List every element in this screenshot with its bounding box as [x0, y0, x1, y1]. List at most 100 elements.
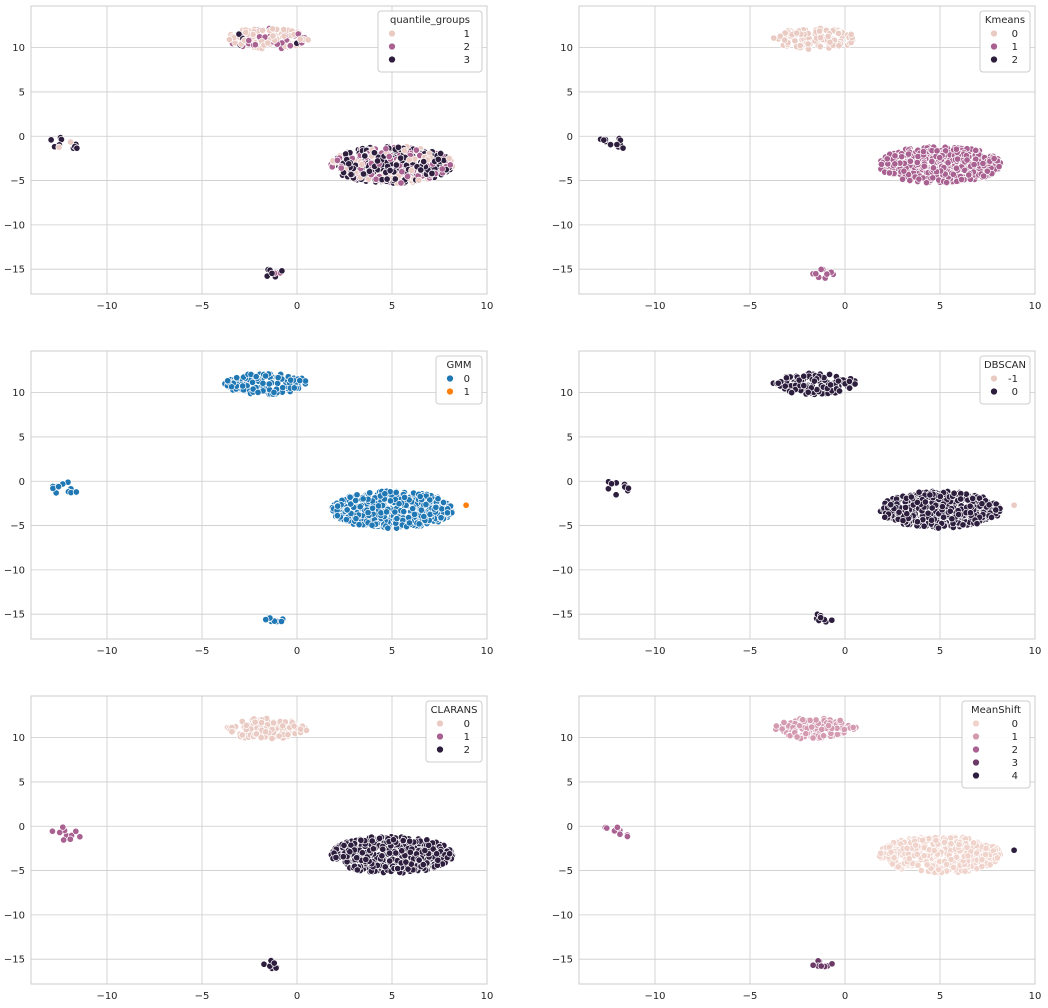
- scatter-point: [810, 377, 818, 385]
- scatter-point: [395, 500, 403, 508]
- scatter-point: [445, 154, 453, 162]
- scatter-point: [816, 27, 824, 35]
- scatter-point: [333, 156, 341, 164]
- scatter-point: [416, 492, 424, 501]
- scatter-point: [923, 861, 931, 869]
- scatter-point: [990, 155, 998, 163]
- scatter-point: [804, 388, 812, 396]
- scatter-point: [978, 856, 986, 864]
- scatter-point: [394, 865, 402, 873]
- scatter-point: [254, 388, 262, 396]
- scatter-point: [262, 616, 270, 624]
- scatter-point: [225, 36, 233, 44]
- x-tick-label: 10: [481, 301, 494, 312]
- scatter-point: [802, 730, 810, 738]
- scatter-point: [417, 506, 425, 514]
- legend-label: 1: [1012, 42, 1018, 53]
- scatter-point: [406, 848, 414, 856]
- scatter-point: [924, 509, 932, 517]
- scatter-point: [249, 385, 257, 393]
- scatter-point: [415, 856, 423, 864]
- legend-label: 1: [1012, 732, 1018, 743]
- scatter-point: [808, 723, 816, 731]
- scatter-point: [392, 161, 400, 169]
- scatter-point: [913, 850, 921, 858]
- scatter-point: [345, 160, 353, 168]
- scatter-point: [835, 29, 843, 37]
- scatter-point: [826, 38, 834, 46]
- scatter-point: [304, 36, 312, 44]
- axes-frame: [578, 695, 1036, 985]
- scatter-point: [227, 383, 236, 391]
- legend-marker: [972, 719, 980, 728]
- scatter-point: [928, 516, 936, 524]
- scatter-point: [961, 867, 969, 875]
- legend-label: 1: [464, 732, 470, 743]
- scatter-point: [903, 510, 911, 518]
- scatter-point: [425, 841, 433, 849]
- scatter-point: [391, 508, 399, 516]
- scatter-point: [378, 852, 386, 860]
- scatter-point: [383, 508, 391, 516]
- scatter-point: [417, 166, 425, 174]
- legend-label: 4: [1012, 771, 1018, 782]
- scatter-point: [978, 500, 986, 508]
- scatter-point: [359, 170, 368, 178]
- y-tick-label: −5: [558, 866, 573, 877]
- scatter-point: [366, 489, 374, 497]
- scatter-point: [920, 522, 928, 530]
- scatter-point: [334, 502, 342, 510]
- scatter-point: [419, 861, 427, 869]
- scatter-point: [965, 171, 973, 179]
- scatter-point: [983, 167, 991, 175]
- scatter-point: [936, 492, 944, 501]
- legend-label: 0: [1012, 719, 1018, 730]
- scatter-point: [969, 494, 977, 503]
- scatter-point: [895, 508, 903, 516]
- scatter-point: [973, 849, 981, 857]
- legend: DBSCAN -1 0: [979, 355, 1031, 405]
- x-tick-label: 10: [481, 646, 494, 657]
- scatter-point: [929, 164, 938, 172]
- x-tick-label: 0: [842, 991, 848, 1002]
- y-tick-label: 0: [19, 822, 25, 833]
- y-tick-label: 10: [12, 388, 25, 399]
- scatter-point: [339, 853, 347, 861]
- scatter-point: [434, 155, 442, 163]
- legend: quantile_groups 1 2 3: [377, 10, 483, 73]
- scatter-point: [369, 504, 377, 512]
- scatter-point: [774, 379, 782, 387]
- scatter-point: [398, 847, 406, 855]
- scatter-point: [940, 838, 949, 846]
- scatter-point: [613, 141, 621, 149]
- axes-frame: [578, 5, 1036, 295]
- scatter-point: [386, 166, 394, 175]
- scatter-point: [60, 836, 68, 844]
- scatter-point: [437, 514, 445, 522]
- scatter-point: [252, 730, 260, 738]
- scatter-point: [781, 36, 789, 44]
- scatter-point: [398, 168, 406, 176]
- scatter-point: [612, 491, 620, 499]
- legend-label: 2: [464, 42, 470, 53]
- scatter-panel-gmm: −10 −5 0 5 10 10 5 0 −5 −10 −15 GMM 0 1: [4, 350, 493, 657]
- x-tick-label: −10: [96, 991, 117, 1002]
- legend-marker: [388, 55, 396, 64]
- scatter-point: [233, 374, 241, 382]
- scatter-point: [392, 488, 400, 497]
- scatter-point: [72, 827, 80, 835]
- scatter-point: [66, 835, 74, 843]
- scatter-point: [239, 382, 247, 390]
- scatter-point: [434, 856, 442, 864]
- scatter-point: [404, 865, 412, 873]
- scatter-point: [877, 160, 885, 168]
- scatter-point: [76, 833, 84, 841]
- scatter-point: [242, 28, 250, 36]
- scatter-point: [963, 843, 971, 851]
- x-tick-label: −5: [743, 646, 758, 657]
- scatter-point: [944, 159, 952, 167]
- scatter-point: [936, 154, 944, 162]
- scatter-point: [952, 145, 960, 153]
- scatter-point: [279, 384, 287, 392]
- scatter-point: [812, 716, 820, 724]
